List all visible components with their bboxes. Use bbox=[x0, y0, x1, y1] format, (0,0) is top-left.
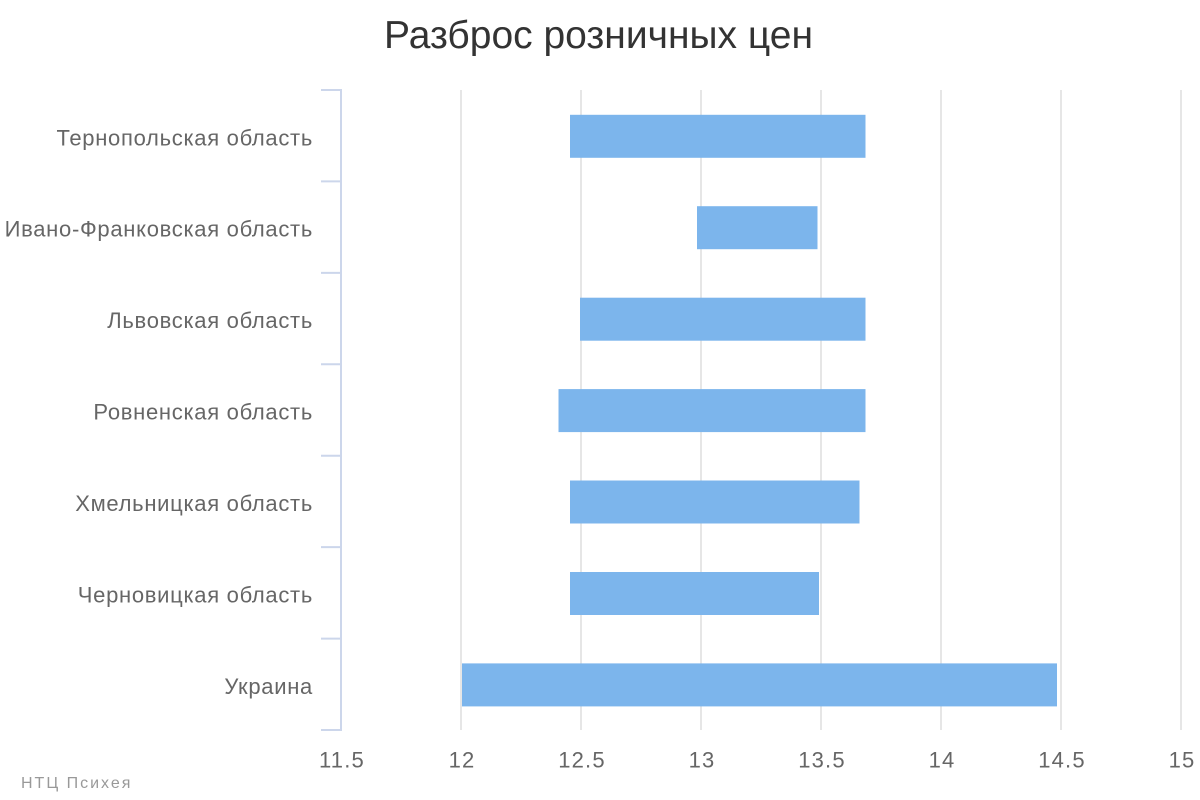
svg-text:13: 13 bbox=[689, 748, 716, 773]
svg-text:Ровненская область: Ровненская область bbox=[93, 400, 313, 425]
svg-text:Ивано-Франковская область: Ивано-Франковская область bbox=[5, 217, 313, 242]
svg-text:Львовская область: Львовская область bbox=[107, 308, 313, 333]
svg-text:Тернопольская область: Тернопольская область bbox=[56, 125, 313, 150]
svg-text:14: 14 bbox=[929, 748, 956, 773]
svg-text:12: 12 bbox=[449, 748, 476, 773]
svg-text:14.5: 14.5 bbox=[1038, 748, 1086, 773]
svg-text:Разброс розничных цен: Разброс розничных цен bbox=[384, 14, 813, 57]
svg-text:15: 15 bbox=[1169, 748, 1196, 773]
svg-text:Украина: Украина bbox=[224, 674, 313, 699]
svg-text:13.5: 13.5 bbox=[798, 748, 846, 773]
svg-text:12.5: 12.5 bbox=[558, 748, 606, 773]
svg-text:Черновицкая область: Черновицкая область bbox=[78, 583, 313, 608]
svg-text:11.5: 11.5 bbox=[319, 748, 365, 773]
svg-text:НТЦ Психея: НТЦ Психея bbox=[21, 775, 132, 792]
svg-text:Хмельницкая область: Хмельницкая область bbox=[75, 491, 313, 516]
